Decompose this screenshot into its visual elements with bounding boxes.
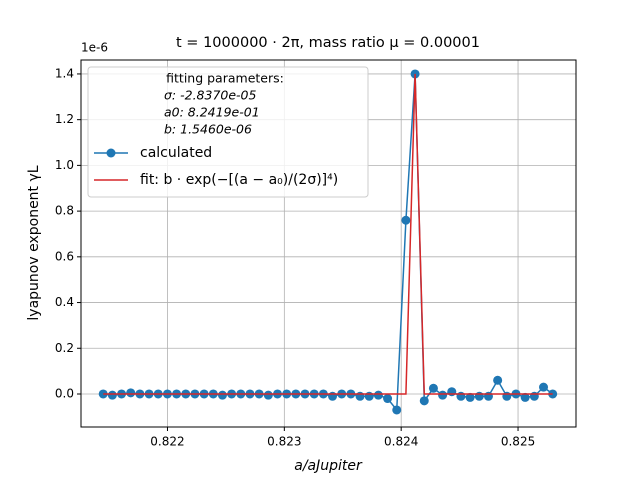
data-point <box>263 390 273 400</box>
y-tick-label: 1.4 <box>55 66 74 80</box>
data-point <box>438 390 448 400</box>
x-tick-label: 0.823 <box>267 435 301 449</box>
data-point <box>355 391 365 401</box>
data-point <box>419 396 429 406</box>
data-point <box>502 391 512 401</box>
y-tick-label: 0.8 <box>55 204 74 218</box>
y-axis-label: lyapunov exponent γL <box>26 165 42 320</box>
data-point <box>539 382 549 392</box>
legend-box <box>87 66 369 198</box>
data-point <box>529 391 539 401</box>
data-point <box>493 375 503 385</box>
data-point <box>483 391 493 401</box>
y-tick-label: 0.4 <box>55 295 74 309</box>
data-point <box>126 388 136 398</box>
chart-title: t = 1000000 · 2π, mass ratio μ = 0.00001 <box>176 35 480 51</box>
y-tick-label: 0.6 <box>55 249 74 263</box>
x-axis-label: a/aJupiter <box>294 458 363 474</box>
data-point <box>428 383 438 393</box>
series-line <box>103 73 553 395</box>
data-point <box>392 405 402 415</box>
y-tick-label: 0.0 <box>55 386 74 400</box>
data-point <box>373 390 383 400</box>
axes-frame <box>80 59 577 428</box>
x-tick-label: 0.825 <box>501 435 535 449</box>
y-tick-label: 1.0 <box>55 158 74 172</box>
data-point <box>401 215 411 225</box>
data-point <box>447 387 457 397</box>
legend-annotation: b: 1.5460e-06 <box>164 122 252 137</box>
legend-label: fit: b · exp(−[(a − a₀)/(2σ)]⁴) <box>140 172 338 188</box>
data-point <box>383 394 393 404</box>
y-tick-label: 1.2 <box>55 112 74 126</box>
data-point <box>474 391 484 401</box>
data-point <box>465 392 475 402</box>
data-point <box>107 390 117 400</box>
y-tick-label: 0.2 <box>55 341 74 355</box>
data-point <box>364 391 374 401</box>
legend-annotation: σ: -2.8370e-05 <box>164 88 257 103</box>
data-point <box>456 391 466 401</box>
legend-marker <box>106 148 116 158</box>
legend-label: calculated <box>140 145 212 161</box>
x-tick-label: 0.822 <box>150 435 184 449</box>
x-tick-label: 0.824 <box>384 435 418 449</box>
data-point <box>217 390 227 400</box>
legend: fitting parameters: σ: -2.8370e-05 a0: 8.2… <box>87 66 369 198</box>
data-point <box>328 391 338 401</box>
legend-annotation: fitting parameters: <box>166 71 284 86</box>
legend-annotation: a0: 8.2419e-01 <box>164 105 260 120</box>
data-point <box>520 392 530 402</box>
y-offset: 1e-6 <box>81 41 108 55</box>
